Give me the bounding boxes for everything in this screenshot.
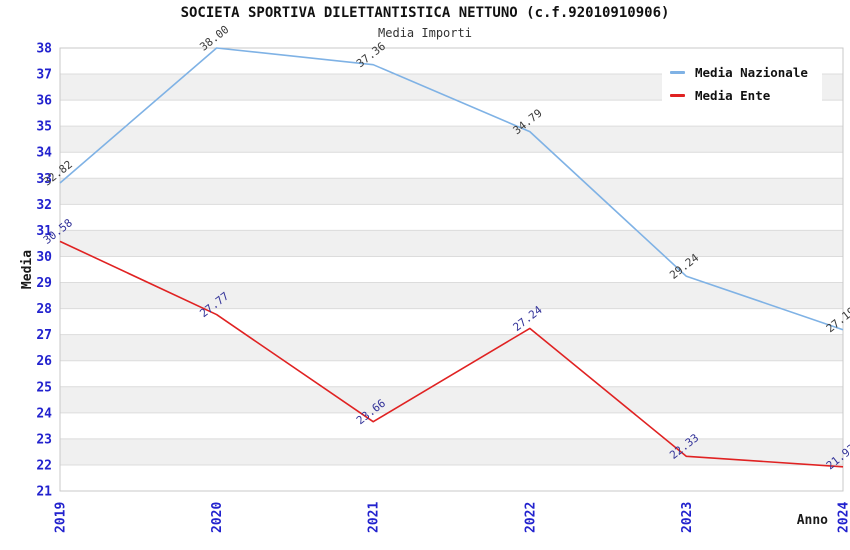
plot-band — [60, 360, 843, 387]
y-tick-label: 34 — [36, 146, 52, 161]
chart-subtitle: Media Importi — [378, 26, 472, 40]
y-tick-label: 28 — [36, 302, 52, 317]
plot-band — [60, 230, 843, 257]
plot-band — [60, 204, 843, 231]
plot-band — [60, 334, 843, 361]
x-tick-label: 2023 — [680, 502, 695, 533]
chart-title: SOCIETA SPORTIVA DILETTANTISTICA NETTUNO… — [180, 5, 670, 21]
legend-swatch-ente-icon — [670, 94, 685, 97]
legend-item-ente: Media Ente — [670, 84, 808, 107]
plot-band — [60, 152, 843, 179]
x-tick-label: 2022 — [523, 502, 538, 533]
legend-swatch-nazionale-icon — [670, 71, 685, 74]
y-tick-label: 22 — [36, 458, 52, 473]
plot-band — [60, 438, 843, 465]
series-line — [59, 47, 844, 331]
y-tick-label: 30 — [36, 250, 52, 265]
x-tick-label: 2024 — [837, 502, 850, 533]
y-tick-label: 32 — [36, 198, 52, 213]
y-tick-label: 36 — [36, 94, 52, 109]
plot-band — [60, 178, 843, 205]
plot-band — [60, 256, 843, 283]
x-tick-label: 2020 — [210, 502, 225, 533]
y-tick-label: 38 — [36, 42, 52, 57]
y-tick-label: 21 — [36, 485, 52, 500]
y-tick-label: 23 — [36, 432, 52, 447]
plot-band — [60, 464, 843, 491]
y-axis-title: Media — [20, 250, 35, 289]
x-axis-title: Anno — [797, 513, 828, 528]
legend-label-nazionale: Media Nazionale — [695, 65, 808, 80]
legend-label-ente: Media Ente — [695, 88, 771, 103]
y-tick-label: 33 — [36, 172, 52, 187]
y-tick-label: 31 — [36, 224, 52, 239]
legend-item-nazionale: Media Nazionale — [670, 61, 808, 84]
legend: Media Nazionale Media Ente — [662, 56, 822, 114]
y-tick-label: 27 — [36, 328, 52, 343]
x-tick-label: 2021 — [367, 502, 382, 533]
plot-band — [60, 126, 843, 153]
plot-band — [60, 386, 843, 413]
y-tick-label: 37 — [36, 68, 52, 83]
x-tick-label: 2019 — [54, 502, 69, 533]
y-tick-label: 25 — [36, 380, 52, 395]
plot-band — [60, 412, 843, 439]
y-tick-label: 24 — [36, 406, 52, 421]
plot-band — [60, 282, 843, 309]
plot-band — [60, 308, 843, 335]
y-tick-label: 35 — [36, 120, 52, 135]
series-line — [59, 240, 844, 468]
y-tick-label: 29 — [36, 276, 52, 291]
plot-border — [59, 47, 844, 492]
y-tick-label: 26 — [36, 354, 52, 369]
